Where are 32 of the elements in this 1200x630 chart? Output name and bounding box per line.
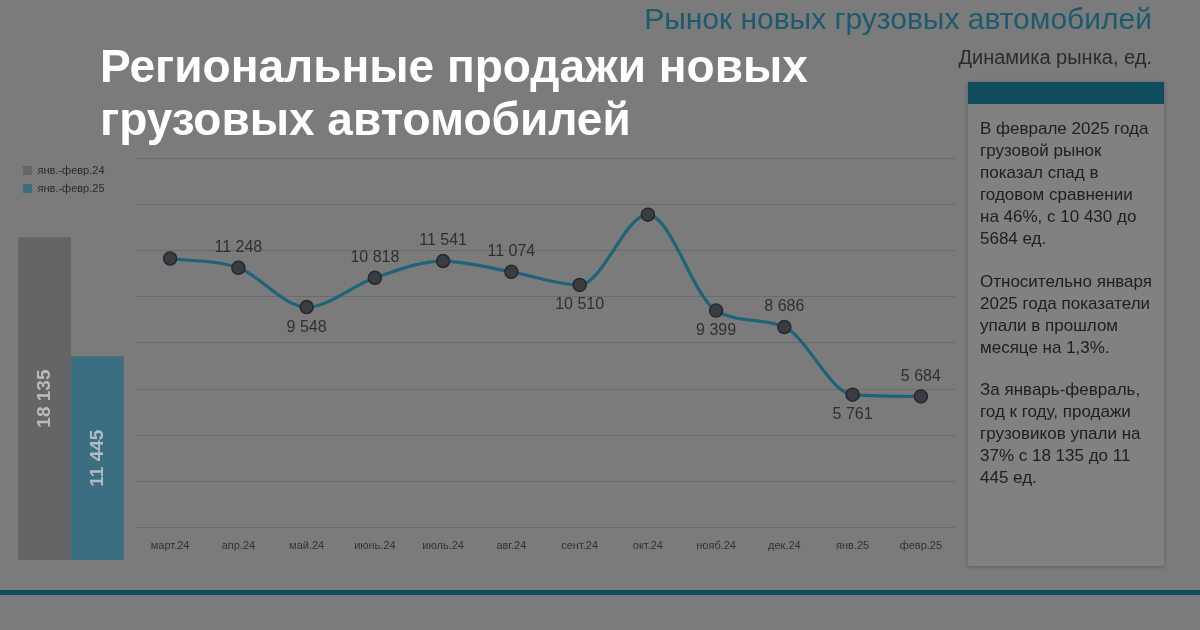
data-label: 11 248 xyxy=(214,238,263,256)
x-tick-label: июнь.24 xyxy=(354,539,396,552)
data-label: 10 818 xyxy=(350,248,400,266)
x-tick-label: нояб.24 xyxy=(696,539,736,552)
text: Относительно января 2025 года показатели упали в прошлом месяце на 1,3%. xyxy=(980,270,1154,359)
data-label: 5 684 xyxy=(900,366,941,384)
data-label: 9 399 xyxy=(696,320,737,338)
text: За январь-февраль, год к году, продажи грузовиков упали на 37% с 18 135 до 11 445 ед. xyxy=(980,378,1142,490)
data-label: 11 541 xyxy=(419,231,468,249)
legend-label: янв.-февр.25 xyxy=(37,181,105,194)
x-tick-label: окт.24 xyxy=(632,539,663,552)
x-tick-label: июль.24 xyxy=(422,539,464,552)
text: Динамика рынка, ед. xyxy=(958,46,1152,69)
data-label: 9 548 xyxy=(286,317,327,335)
chart-title: Региональные продажи новых грузовых автомобилей xyxy=(100,40,809,146)
data-label: 10 510 xyxy=(555,295,605,313)
x-tick-label: авг.24 xyxy=(496,539,527,552)
x-tick-label: дек.24 xyxy=(768,539,801,552)
x-tick-label: янв.25 xyxy=(836,539,870,552)
data-label: 5 761 xyxy=(832,405,873,423)
data-label: 8 686 xyxy=(764,297,805,315)
legend-label: янв.-февр.24 xyxy=(37,163,105,176)
x-tick-label: март.24 xyxy=(150,539,190,552)
text: В феврале 2025 года грузовой рынок показал спад в годовом сравнении на 46%, с 10 430 до 5684 ед. xyxy=(980,118,1150,251)
x-tick-label: апр.24 xyxy=(221,539,256,552)
data-label: 18 135 xyxy=(32,369,54,428)
x-tick-label: февр.25 xyxy=(899,539,943,552)
data-label: 11 074 xyxy=(487,242,536,260)
chart-subtitle: Рынок новых грузовых автомобилей xyxy=(644,2,1152,36)
data-label: 11 445 xyxy=(85,429,107,487)
x-tick-label: май.24 xyxy=(289,539,325,552)
x-tick-label: сент.24 xyxy=(561,539,599,552)
